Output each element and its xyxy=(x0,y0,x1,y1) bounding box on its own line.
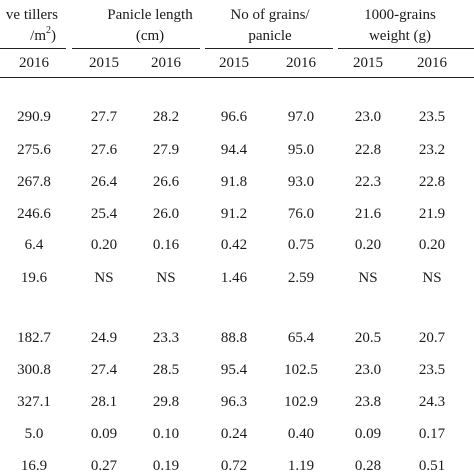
table-cell: 0.09 xyxy=(90,426,118,442)
table-cell: 22.3 xyxy=(354,174,382,190)
table-cell: 26.0 xyxy=(152,206,180,222)
table-cell: 25.4 xyxy=(90,206,118,222)
table-cell: 91.8 xyxy=(220,174,248,190)
table-cell: 182.7 xyxy=(17,330,51,346)
table-cell: 23.8 xyxy=(354,394,382,410)
table-cell: 20.7 xyxy=(418,330,446,346)
table-cell: 26.4 xyxy=(90,174,118,190)
table-cell: 24.9 xyxy=(90,330,118,346)
table-cell: 29.8 xyxy=(152,394,180,410)
table-cell: 0.19 xyxy=(152,458,180,474)
table-cell: 28.5 xyxy=(152,362,180,378)
group-rule-tillers xyxy=(0,48,66,49)
group-rule-panicle xyxy=(72,48,200,49)
table-cell: 22.8 xyxy=(354,142,382,158)
table-cell: 23.5 xyxy=(418,109,446,125)
table-cell: 88.8 xyxy=(220,330,248,346)
table-cell: 22.8 xyxy=(418,174,446,190)
table-cell: 97.0 xyxy=(287,109,315,125)
table-cell: 0.72 xyxy=(220,458,248,474)
table-cell: 102.5 xyxy=(284,362,318,378)
table-cell: 24.3 xyxy=(418,394,446,410)
table-cell: 0.20 xyxy=(354,237,382,253)
year-col-6: 2015 xyxy=(353,55,383,71)
header-bottom-rule xyxy=(0,77,474,78)
table-cell: 300.8 xyxy=(17,362,51,378)
table-cell: 96.6 xyxy=(220,109,248,125)
table-cell: 275.6 xyxy=(17,142,51,158)
table-cell: 26.6 xyxy=(152,174,180,190)
table-cell: 6.4 xyxy=(24,237,44,253)
header-panicle-line1: Panicle length xyxy=(107,7,193,23)
header-weight-line2: weight (g) xyxy=(368,28,432,44)
table-cell: 23.0 xyxy=(354,109,382,125)
table-cell: 95.0 xyxy=(287,142,315,158)
table-cell: 1.19 xyxy=(287,458,315,474)
table-cell: 94.4 xyxy=(220,142,248,158)
table-cell: 76.0 xyxy=(287,206,315,222)
header-weight-line1: 1000-grains xyxy=(364,7,436,23)
table-cell: 0.16 xyxy=(152,237,180,253)
table-cell: 21.6 xyxy=(354,206,382,222)
header-tillers-line2: /m2) xyxy=(30,25,56,45)
year-col-2: 2015 xyxy=(89,55,119,71)
table-cell: 21.9 xyxy=(418,206,446,222)
table-cell: 0.75 xyxy=(287,237,315,253)
table-cell: 0.09 xyxy=(354,426,382,442)
table-cell: 0.20 xyxy=(418,237,446,253)
table-cell: 96.3 xyxy=(220,394,248,410)
table-cell: 27.7 xyxy=(90,109,118,125)
header-panicle-line2: (cm) xyxy=(135,28,165,44)
table-cell: 27.4 xyxy=(90,362,118,378)
header-tillers-line1: ve tillers xyxy=(5,7,58,23)
table-cell: 23.0 xyxy=(354,362,382,378)
table-cell: 95.4 xyxy=(220,362,248,378)
table-cell: 267.8 xyxy=(17,174,51,190)
table-cell: 93.0 xyxy=(287,174,315,190)
table-cell: 28.1 xyxy=(90,394,118,410)
table-cell: 2.59 xyxy=(287,270,315,286)
table-cell: 0.27 xyxy=(90,458,118,474)
year-col-3: 2016 xyxy=(151,55,181,71)
table-cell: 0.20 xyxy=(90,237,118,253)
table-cell: 27.6 xyxy=(90,142,118,158)
table-cell: 28.2 xyxy=(152,109,180,125)
table-cell: 0.17 xyxy=(418,426,446,442)
header-grains-line1: No of grains/ xyxy=(230,7,310,23)
table-cell: 0.10 xyxy=(152,426,180,442)
table-cell: NS xyxy=(422,270,442,286)
table-cell: NS xyxy=(358,270,378,286)
table-cell: 20.5 xyxy=(354,330,382,346)
year-col-4: 2015 xyxy=(219,55,249,71)
table-cell: NS xyxy=(156,270,176,286)
table-cell: 23.2 xyxy=(418,142,446,158)
table-cell: 65.4 xyxy=(287,330,315,346)
table-cell: 0.24 xyxy=(220,426,248,442)
year-col-7: 2016 xyxy=(417,55,447,71)
table-cell: 0.51 xyxy=(418,458,446,474)
table-cell: 327.1 xyxy=(17,394,51,410)
table-cell: 5.0 xyxy=(24,426,44,442)
group-rule-grains xyxy=(205,48,333,49)
table-cell: 23.3 xyxy=(152,330,180,346)
table-cell: 23.5 xyxy=(418,362,446,378)
table-cell: 27.9 xyxy=(152,142,180,158)
year-col-1: 2016 xyxy=(19,55,49,71)
table-cell: 290.9 xyxy=(17,109,51,125)
header-grains-line2: panicle xyxy=(248,28,292,44)
table-cell: 0.40 xyxy=(287,426,315,442)
table-cell: 19.6 xyxy=(20,270,48,286)
table-cell: 102.9 xyxy=(284,394,318,410)
table-cell: 246.6 xyxy=(17,206,51,222)
group-rule-weight xyxy=(338,48,474,49)
table-cell: 0.28 xyxy=(354,458,382,474)
table-cell: 91.2 xyxy=(220,206,248,222)
table-cell: NS xyxy=(94,270,114,286)
year-col-5: 2016 xyxy=(286,55,316,71)
table-cell: 0.42 xyxy=(220,237,248,253)
table-cell: 1.46 xyxy=(220,270,248,286)
table-cell: 16.9 xyxy=(20,458,48,474)
